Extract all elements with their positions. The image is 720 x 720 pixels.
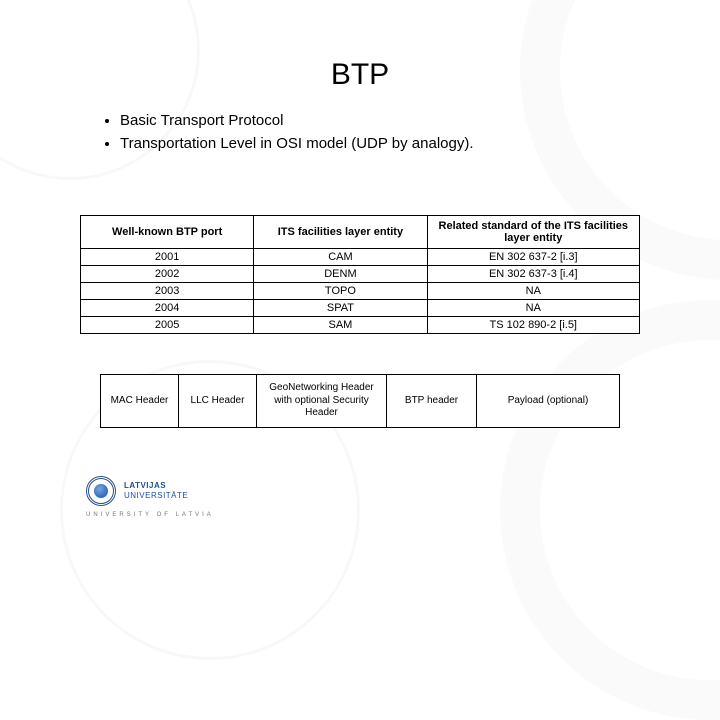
ports-table: Well-known BTP port ITS facilities layer… [80,215,640,334]
packet-cell: MAC Header [100,374,178,428]
packet-cell: BTP header [386,374,476,428]
slide-title: BTP [40,0,680,110]
table-cell: 2005 [81,317,254,334]
bullet-list: Basic Transport Protocol Transportation … [102,110,680,155]
table-header: Related standard of the ITS facilities l… [427,216,639,249]
logo-text: LATVIJAS UNIVERSITĀTE [124,481,188,500]
packet-cell: LLC Header [178,374,256,428]
table-cell: 2001 [81,249,254,266]
table-cell: TS 102 890-2 [i.5] [427,317,639,334]
table-header: ITS facilities layer entity [254,216,427,249]
table-row: 2004 SPAT NA [81,300,640,317]
logo-subtitle: UNIVERSITY OF LATVIA [86,512,214,518]
bullet-item: Basic Transport Protocol [120,110,680,133]
table-row: 2001 CAM EN 302 637-2 [i.3] [81,249,640,266]
bullet-item: Transportation Level in OSI model (UDP b… [120,133,680,156]
logo-line1: LATVIJAS [124,481,188,491]
table-cell: 2003 [81,283,254,300]
table-header: Well-known BTP port [81,216,254,249]
logo-line2: UNIVERSITĀTE [124,491,188,501]
table-cell: NA [427,300,639,317]
table-cell: CAM [254,249,427,266]
table-cell: 2004 [81,300,254,317]
table-cell: 2002 [81,266,254,283]
table-cell: DENM [254,266,427,283]
packet-cell: Payload (optional) [476,374,620,428]
table-cell: SPAT [254,300,427,317]
table-cell: TOPO [254,283,427,300]
table-cell: NA [427,283,639,300]
table-header-row: Well-known BTP port ITS facilities layer… [81,216,640,249]
table-cell: SAM [254,317,427,334]
table-row: 2005 SAM TS 102 890-2 [i.5] [81,317,640,334]
table-row: 2002 DENM EN 302 637-3 [i.4] [81,266,640,283]
packet-structure: MAC Header LLC Header GeoNetworking Head… [100,374,620,428]
table-cell: EN 302 637-2 [i.3] [427,249,639,266]
logo-seal-icon [86,476,116,506]
slide: BTP Basic Transport Protocol Transportat… [0,0,720,540]
table-cell: EN 302 637-3 [i.4] [427,266,639,283]
table-row: 2003 TOPO NA [81,283,640,300]
packet-cell: GeoNetworking Header with optional Secur… [256,374,386,428]
university-logo: LATVIJAS UNIVERSITĀTE [86,476,188,506]
